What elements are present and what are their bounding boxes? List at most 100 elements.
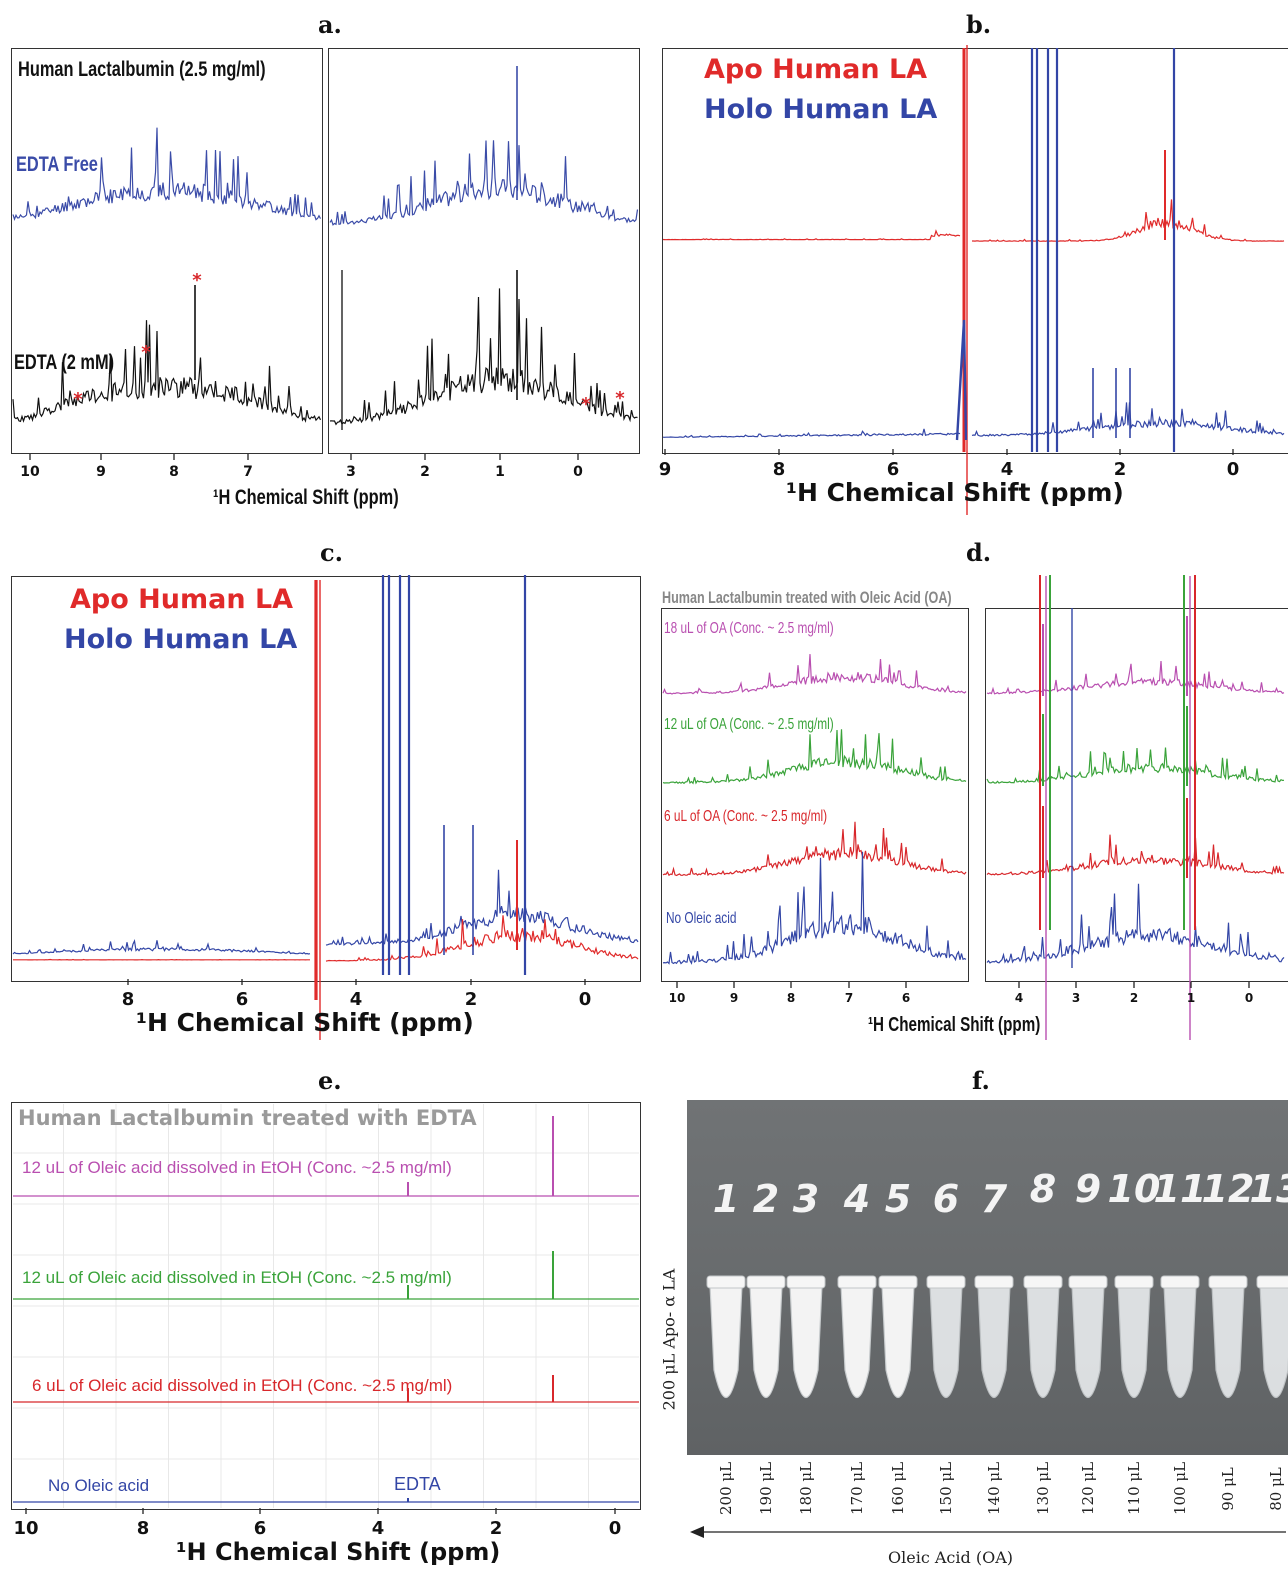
panel-f-tube-body: [977, 1284, 1011, 1399]
panel-e-axis-tick-label: 2: [490, 1518, 503, 1539]
panel-a-right-edta-free-trace: [329, 140, 639, 226]
panel-b-legend-apo: Apo Human LA: [704, 54, 928, 85]
panel-a-impurity-marker: *: [73, 389, 83, 410]
panel-d-left-trace-3: [662, 851, 967, 965]
panel-c-spectra: 8 6 4 2 0: [12, 575, 639, 1040]
panel-d-right-trace-1: [986, 747, 1285, 784]
panel-f-tube-body: [749, 1284, 783, 1399]
panel-f-volume-label: 100 μL: [1171, 1461, 1189, 1515]
panel-f-tube-number: 1: [713, 1177, 739, 1221]
panel-c-axis-tick-label: 2: [465, 989, 478, 1010]
panel-c-legend-holo: Holo Human LA: [64, 624, 298, 655]
panel-b-letter: b.: [966, 10, 992, 39]
panel-f-y-axis-title: 200 μL Apo- α LA: [659, 1268, 679, 1411]
panel-c-apo-trace-right: [325, 915, 639, 962]
panel-f-tube-cap: [974, 1275, 1014, 1289]
panel-f-volume-label: 160 μL: [889, 1461, 907, 1515]
panel-f-tube-body: [1163, 1284, 1197, 1399]
panel-a-right-frame: [328, 48, 640, 454]
panel-d-left-axis-tick-label: 8: [787, 991, 795, 1005]
panel-b-axis-tick-label: 6: [887, 459, 900, 480]
panel-c-axis-tick-label: 4: [350, 989, 363, 1010]
panel-a-right-edta-trace: [329, 288, 638, 426]
panel-e-trace-4-label: No Oleic acid: [48, 1476, 150, 1495]
panel-f-volume-label: 180 μL: [797, 1461, 815, 1515]
panel-a-title: Human Lactalbumin (2.5 mg/ml): [18, 58, 266, 81]
panel-d-right-trace-0: [986, 660, 1285, 695]
panel-b-x-axis-title: ¹H Chemical Shift (ppm): [786, 478, 1124, 507]
panel-f-tube-number: 6: [933, 1177, 959, 1221]
panel-d-spectra: 10 9 8 7 6 4 3 2 1 0: [662, 575, 1285, 1040]
panel-f-volume-label: 140 μL: [985, 1461, 1003, 1515]
panel-f-volume-label: 80 μL: [1267, 1467, 1285, 1511]
panel-f-tube-number: 11: [1154, 1167, 1207, 1211]
panel-f-volume-label: 150 μL: [937, 1461, 955, 1515]
panel-f-tube-cap: [878, 1275, 918, 1289]
panel-a-right-axis-tick-label: 1: [495, 464, 505, 480]
panel-a-impurity-marker: *: [581, 394, 591, 415]
panel-c-axis-tick-label: 8: [122, 989, 135, 1010]
panel-f-tube-body: [1026, 1284, 1060, 1399]
panel-f-tube-cap: [706, 1275, 746, 1289]
panel-a-right-axis-tick-label: 2: [420, 464, 430, 480]
panel-f-arrow-head: [690, 1526, 704, 1538]
panel-d-right-axis-tick-label: 4: [1015, 991, 1023, 1005]
panel-f-tube-cap: [926, 1275, 966, 1289]
panel-b-legend-holo: Holo Human LA: [704, 94, 938, 125]
panel-d-right-frame: [985, 608, 1288, 982]
panel-d-left-frame: [661, 608, 969, 982]
panel-d-left-axis-tick-label: 9: [730, 991, 738, 1005]
panel-a-trace-edta-label: EDTA (2 mM): [14, 351, 115, 374]
panel-a-left-axis-tick-label: 10: [20, 464, 40, 480]
panel-d-left-axis-tick-label: 10: [669, 991, 686, 1005]
panel-f-tube-number: 3: [793, 1177, 819, 1221]
panel-f-tube-cap: [1160, 1275, 1200, 1289]
panel-a-impurity-marker: *: [615, 388, 625, 409]
panel-a-letter: a.: [318, 10, 342, 39]
panel-f-tube-cap: [837, 1275, 877, 1289]
panel-f-tube-number: 10: [1108, 1167, 1161, 1211]
panel-f-tube-cap: [786, 1275, 826, 1289]
panel-e-axis-tick-label: 8: [137, 1518, 150, 1539]
panel-c-holo-trace-left: [12, 939, 311, 955]
panel-d-left-axis-tick-label: 7: [845, 991, 853, 1005]
panel-b-axis-tick-label: 4: [1001, 459, 1014, 480]
panel-c-letter: c.: [320, 538, 343, 567]
panel-e-title: Human Lactalbumin treated with EDTA: [18, 1106, 477, 1130]
panel-f-volume-label: 190 μL: [757, 1461, 775, 1515]
panel-a-right-axis-tick-label: 3: [346, 464, 356, 480]
panel-f-tube-cap: [1114, 1275, 1154, 1289]
panel-a-x-axis-title: ¹H Chemical Shift (ppm): [213, 486, 399, 509]
panel-f-volume-label: 110 μL: [1125, 1461, 1143, 1515]
panel-d-left-trace-2: [662, 821, 967, 877]
panel-a-impurity-marker: *: [192, 270, 202, 291]
panel-f-tube-body: [1071, 1284, 1105, 1399]
panel-f-letter: f.: [972, 1066, 990, 1095]
panel-d-right-trace-3: [986, 883, 1285, 964]
panel-c-legend-apo: Apo Human LA: [70, 584, 294, 615]
panel-b-axis-tick-label: 9: [659, 459, 672, 480]
panel-b-apo-trace-right: [972, 199, 1285, 242]
panel-f-tube-body: [929, 1284, 963, 1399]
panel-a-left-edta-trace: [12, 320, 322, 423]
panel-f-tube-number: 12: [1202, 1167, 1255, 1211]
panel-e-axis-tick-label: 4: [372, 1518, 385, 1539]
panel-f-tube-body: [789, 1284, 823, 1399]
panel-f-tube-body: [1211, 1284, 1245, 1399]
panel-d-right-axis-tick-label: 2: [1130, 991, 1138, 1005]
panel-d-trace-18ul-label: 18 uL of OA (Conc. ~ 2.5 mg/ml): [664, 620, 834, 637]
panel-b-axis-tick-label: 2: [1114, 459, 1127, 480]
panel-f-tube-body: [1259, 1284, 1288, 1399]
panel-d-letter: d.: [966, 538, 992, 567]
panel-f-tube-number: 2: [753, 1177, 779, 1221]
panel-f-tube-cap: [1208, 1275, 1248, 1289]
panel-f-x-axis-title: Oleic Acid (OA): [888, 1548, 1013, 1567]
panel-c-axis-tick-label: 0: [579, 989, 592, 1010]
panel-d-left-trace-0: [662, 654, 967, 695]
panel-d-left-axis-tick-label: 6: [902, 991, 910, 1005]
panel-f-volume-label: 130 μL: [1034, 1461, 1052, 1515]
panel-b-frame: [662, 48, 1288, 454]
panel-f-tube-body: [1117, 1284, 1151, 1399]
